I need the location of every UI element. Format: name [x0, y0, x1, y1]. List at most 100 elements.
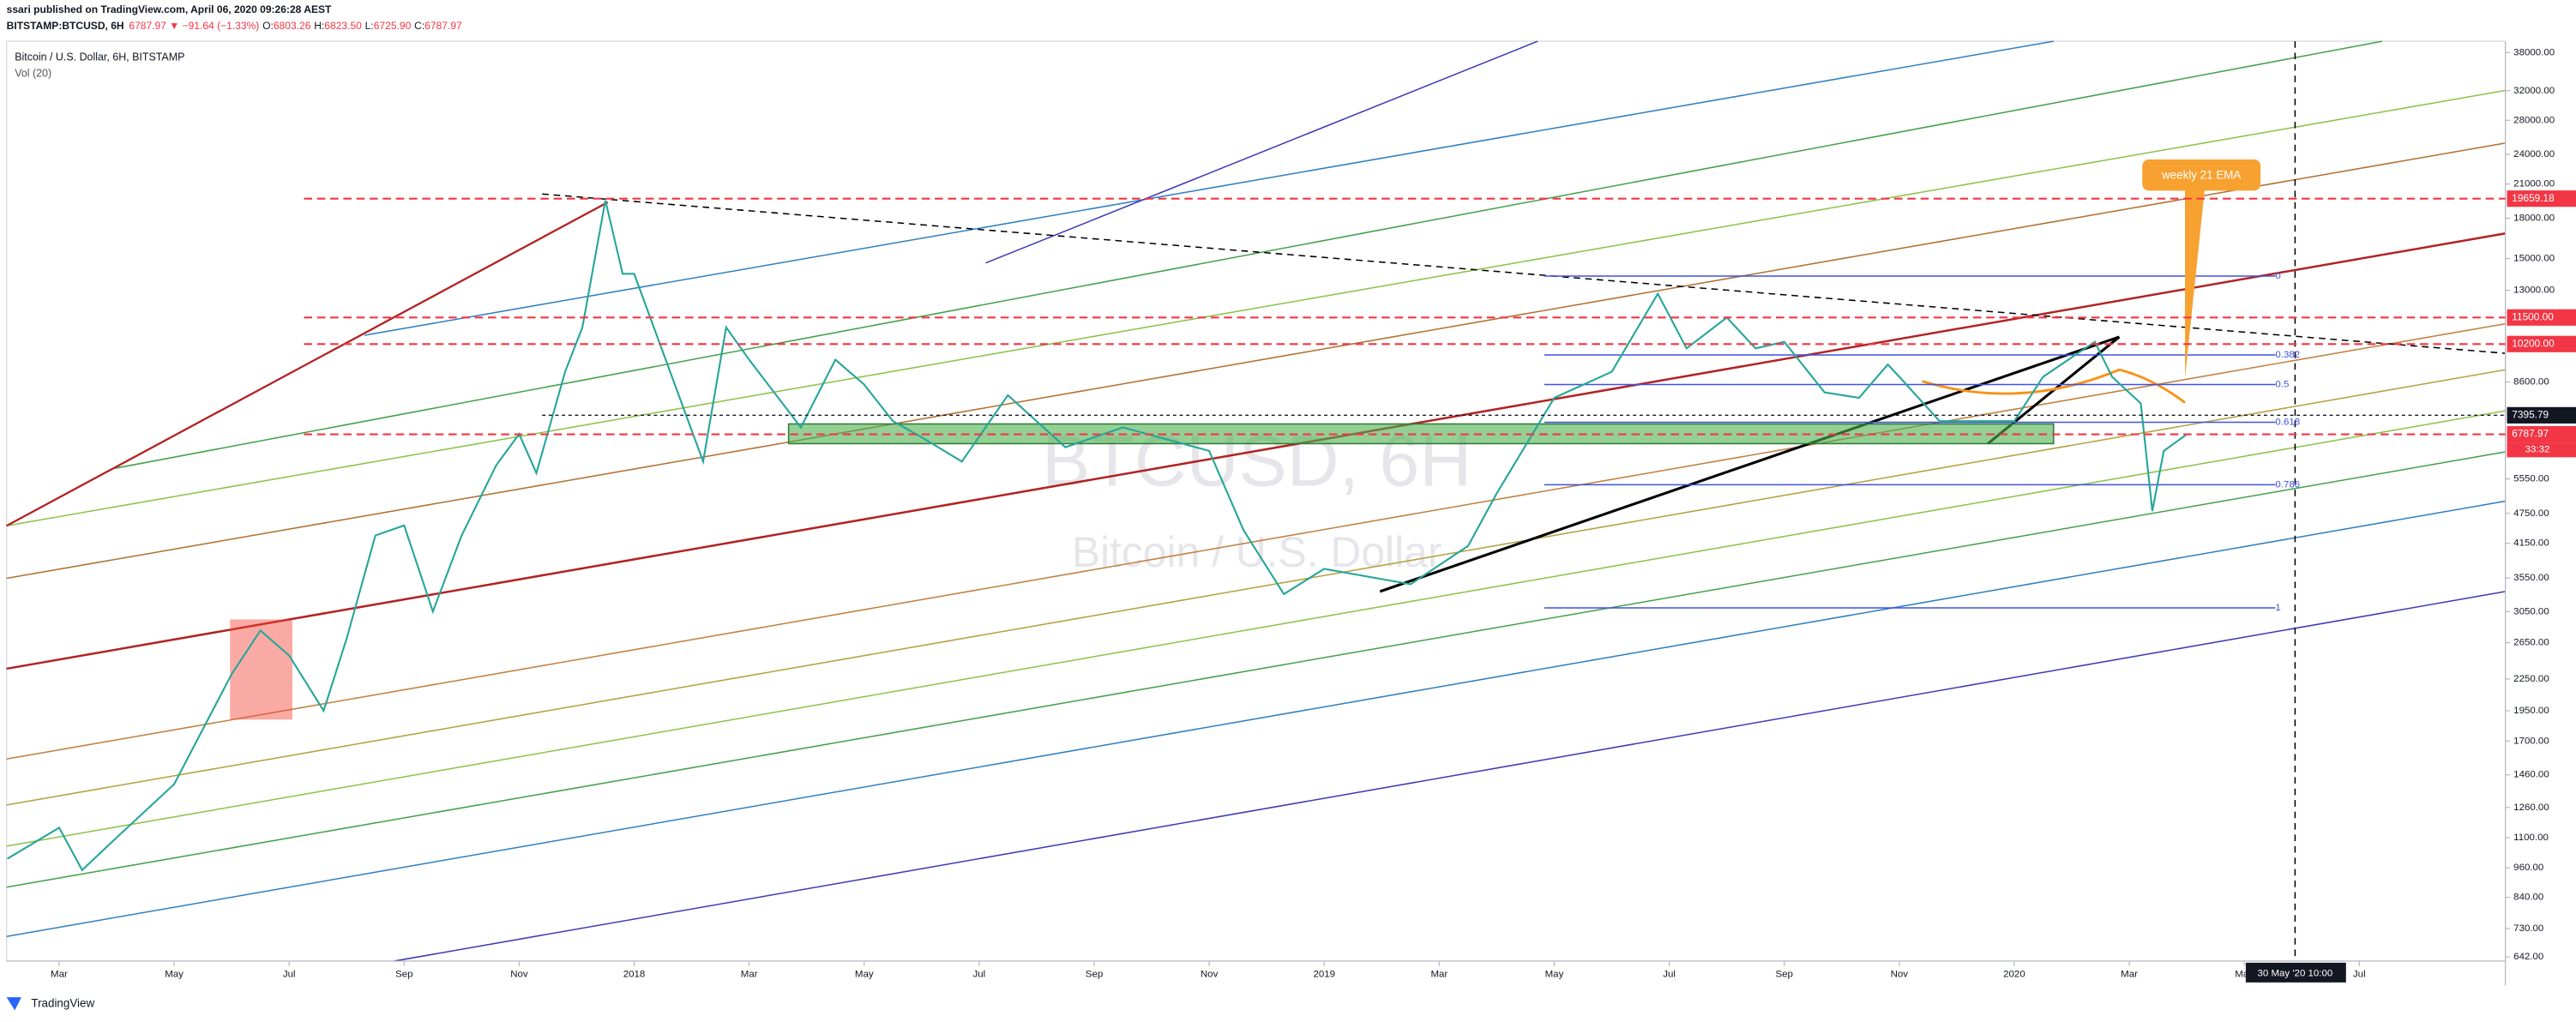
- symbol-line: BITSTAMP:BTCUSD, 6H 6787.97 ▼ −91.64 (−1.…: [7, 20, 462, 32]
- trend-line: [542, 193, 2506, 354]
- y-tick-label: 5550.00: [2513, 474, 2549, 484]
- x-tick-label: 2018: [623, 969, 646, 979]
- channel-line: [6, 232, 2506, 670]
- y-tick-label: 730.00: [2513, 923, 2543, 934]
- y-tick-label: 18000.00: [2513, 213, 2555, 223]
- x-tick-label: Sep: [1086, 969, 1103, 979]
- header-text: 6803.26: [274, 20, 311, 32]
- callout-pointer: [2185, 189, 2206, 378]
- x-tick-label: Mar: [2121, 969, 2138, 979]
- x-tick-label: Sep: [395, 969, 412, 979]
- fib-label: 1: [2275, 603, 2280, 613]
- fib-label: 0.618: [2275, 418, 2300, 428]
- y-tick-label: 32000.00: [2513, 86, 2555, 96]
- y-tick-label: 642.00: [2513, 952, 2543, 962]
- y-tick-label: 1460.00: [2513, 770, 2549, 780]
- y-tick-label: 38000.00: [2513, 47, 2555, 57]
- price-tag-bg: [2507, 309, 2576, 326]
- x-tick-label: 2020: [2003, 969, 2025, 979]
- channel-line: [6, 142, 2506, 580]
- price-tag-bg: [2507, 406, 2576, 424]
- price-tag-bg: [2507, 190, 2576, 207]
- zone: [230, 619, 293, 720]
- callout-text: weekly 21 EMA: [2161, 169, 2241, 182]
- x-tick-label: Nov: [1891, 969, 1909, 979]
- price-tag: 6787.97: [2512, 428, 2549, 440]
- price-tag: 10200.00: [2512, 337, 2555, 349]
- y-tick-label: 3550.00: [2513, 573, 2549, 583]
- countdown: 33:32: [2525, 445, 2550, 455]
- publisher: ssari published on TradingView.com, Apri…: [7, 3, 332, 15]
- header-text: 6823.50: [324, 20, 362, 32]
- x-tick-label: Jul: [1663, 969, 1676, 979]
- y-tick-label: 960.00: [2513, 863, 2543, 873]
- channel-line: [114, 40, 2383, 469]
- header-text: O:: [262, 20, 274, 32]
- x-tick-label: May: [855, 969, 874, 979]
- channel-line: [985, 40, 1538, 264]
- channel-line: [6, 451, 2506, 888]
- channel-line: [394, 591, 2506, 962]
- y-tick-label: 4150.00: [2513, 538, 2549, 549]
- x-tick-label: Jul: [283, 969, 296, 979]
- x-tick-label: Jul: [973, 969, 986, 979]
- price-tag-bg: [2507, 425, 2576, 443]
- channel-line: [6, 89, 2506, 526]
- crosshair-label-bg: [2245, 962, 2346, 983]
- price-tag: 11500.00: [2512, 310, 2554, 322]
- indicator: Vol (20): [15, 68, 51, 80]
- callout: [2142, 159, 2261, 191]
- x-tick-label: May: [1545, 969, 1564, 979]
- y-tick-label: 15000.00: [2513, 254, 2555, 264]
- fib-label: 0.5: [2275, 380, 2289, 390]
- crosshair-label: 30 May '20 10:00: [2258, 968, 2333, 978]
- x-tick-label: Sep: [1775, 969, 1792, 979]
- x-tick-label: Nov: [510, 969, 528, 979]
- channel-line: [6, 410, 2506, 847]
- x-tick-label: Mar: [741, 969, 758, 979]
- drawings: [6, 40, 2506, 962]
- x-tick-label: Mar: [51, 969, 68, 979]
- y-tick-label: 1260.00: [2513, 803, 2549, 813]
- y-tick-label: 1950.00: [2513, 706, 2549, 716]
- x-tick-label: 2019: [1313, 969, 1335, 979]
- channel-line: [364, 40, 2054, 336]
- y-tick-label: 8600.00: [2513, 376, 2549, 387]
- trend-line: [1379, 335, 2120, 593]
- header-text: C:: [414, 20, 424, 32]
- trend-line: [6, 201, 609, 527]
- y-tick-label: 13000.00: [2513, 286, 2555, 296]
- y-tick-label: 2650.00: [2513, 638, 2549, 648]
- y-tick-label: 1100.00: [2513, 833, 2549, 843]
- logo: [6, 997, 21, 1011]
- footer: TradingView: [31, 996, 94, 1009]
- price-tag: 19659.18: [2512, 192, 2555, 204]
- chart-title: Bitcoin / U.S. Dollar, 6H, BITSTAMP: [15, 51, 184, 63]
- ema-curve: [1922, 368, 2186, 404]
- y-tick-label: 2250.00: [2513, 674, 2549, 684]
- x-tick-label: Mar: [1430, 969, 1447, 979]
- fib-label: 0.786: [2275, 479, 2300, 490]
- header-text: 6787.97 ▼ −91.64 (−1.33%): [129, 20, 259, 32]
- y-tick-label: 3050.00: [2513, 606, 2549, 616]
- x-tick-label: Nov: [1201, 969, 1219, 979]
- channel-line: [6, 500, 2506, 937]
- channel-line: [6, 322, 2506, 760]
- header-text: L:: [365, 20, 374, 32]
- header-text: 6787.97: [424, 20, 462, 32]
- y-tick-label: 4750.00: [2513, 508, 2549, 519]
- y-tick-label: 24000.00: [2513, 149, 2555, 159]
- header-text: H:: [314, 20, 324, 32]
- channel-line: [6, 369, 2506, 806]
- y-tick-label: 840.00: [2513, 893, 2543, 903]
- price-tag-bg: [2507, 335, 2576, 352]
- fib-label: 0.382: [2275, 350, 2300, 360]
- countdown-bg: [2507, 442, 2576, 458]
- y-tick-label: 28000.00: [2513, 115, 2555, 125]
- price-line: [7, 200, 2188, 872]
- header-text: 6725.90: [374, 20, 412, 32]
- x-tick-label: Jul: [2353, 969, 2366, 979]
- x-tick-label: May: [165, 969, 184, 979]
